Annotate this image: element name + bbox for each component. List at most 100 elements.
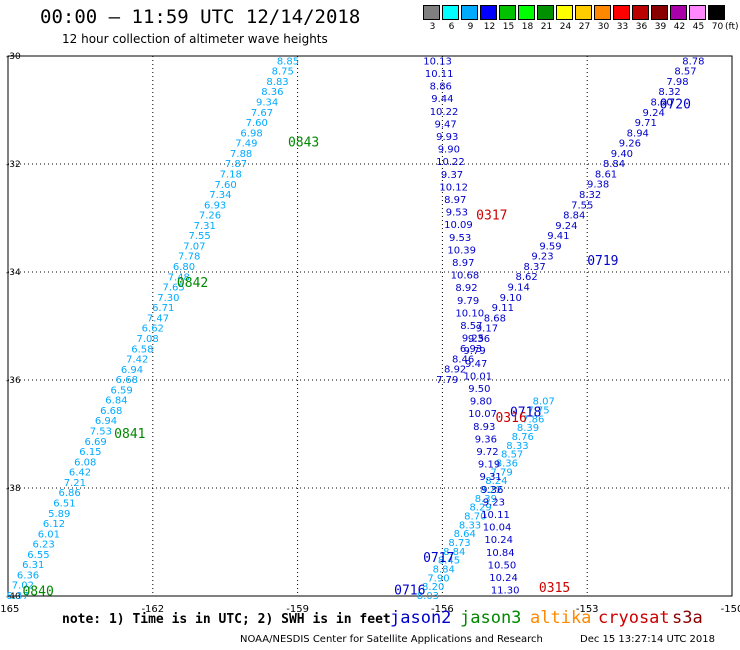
wave-height-value: 7.02	[12, 581, 34, 592]
wave-height-value: 9.44	[431, 94, 453, 105]
colorbar-label: 45	[692, 22, 705, 32]
wave-height-value: 8.84	[433, 564, 455, 575]
colorbar-label: 36	[635, 22, 648, 32]
pass-time-label: 0719	[587, 254, 618, 269]
wave-height-value: 8.92	[455, 283, 477, 294]
colorbar-label: 21	[540, 22, 553, 32]
pass-time-label: 0717	[423, 551, 454, 566]
wave-height-value: 10.22	[430, 107, 459, 118]
colorbar-swatch	[613, 5, 630, 20]
wave-height-value: 7.79	[436, 375, 458, 386]
wave-height-value: 8.32	[658, 87, 680, 98]
wave-height-value: 10.24	[484, 535, 513, 546]
wave-height-value: 8.36	[261, 87, 283, 98]
colorbar-label: 18	[521, 22, 534, 32]
wave-height-value: 9.34	[256, 98, 278, 109]
wave-height-value: 8.85	[277, 56, 299, 67]
colorbar-swatch	[708, 5, 725, 20]
pass-time-label: 0315	[539, 581, 570, 596]
wave-height-value: 10.13	[423, 56, 452, 67]
wave-height-value: 6.31	[22, 560, 44, 571]
x-tick-label: -162	[141, 604, 164, 615]
wave-height-value: 8.84	[443, 547, 465, 558]
wave-height-value: 9.71	[635, 118, 657, 129]
wave-height-value: 8.45	[438, 556, 460, 567]
colorbar-swatch	[461, 5, 478, 20]
wave-height-value: 6.69	[84, 437, 106, 448]
y-tick-label: -30	[6, 52, 21, 62]
y-tick-label: -34	[6, 268, 21, 278]
wave-height-value: 6.71	[152, 303, 174, 314]
wave-height-value: 8.62	[516, 272, 538, 283]
wave-height-value: 9.41	[547, 231, 569, 242]
wave-height-value: 7.08	[136, 334, 158, 345]
wave-height-value: 10.11	[425, 69, 454, 80]
wave-height-value: 6.94	[121, 365, 143, 376]
wave-height-value: 10.50	[488, 560, 517, 571]
wave-height-value: 10.01	[463, 371, 492, 382]
wave-height-value: 9.23	[531, 252, 553, 263]
wave-height-value: 9.14	[508, 283, 530, 294]
wave-height-value: 6.84	[105, 396, 127, 407]
legend-cryosat: cryosat	[598, 608, 670, 628]
wave-height-value: 8.57	[460, 321, 482, 332]
wave-height-value: 8.84	[563, 211, 585, 222]
wave-height-value: 8.70	[464, 511, 486, 522]
colorbar-swatch	[499, 5, 516, 20]
colorbar-swatch	[594, 5, 611, 20]
x-tick-label: -150	[721, 604, 740, 615]
wave-height-value: 8.76	[512, 432, 534, 443]
x-tick-label: -159	[286, 604, 309, 615]
legend-jason2: jason2	[390, 608, 452, 628]
colorbar-swatch	[423, 5, 440, 20]
colorbar-swatch	[537, 5, 554, 20]
wave-height-value: 7.31	[194, 221, 216, 232]
wave-height-value: 9.36	[468, 334, 490, 345]
wave-height-value: 7.48	[168, 272, 190, 283]
colorbar-label: 3	[429, 22, 436, 32]
wave-height-value: 7.42	[126, 355, 148, 366]
wave-height-value: 7.26	[199, 211, 221, 222]
wave-height-value: 8.75	[272, 67, 294, 78]
wave-height-value: 9.93	[436, 132, 458, 143]
wave-height-value: 8.97	[444, 195, 466, 206]
colorbar-swatch	[556, 5, 573, 20]
wave-height-value: 9.31	[480, 472, 502, 483]
wave-height-value: 8.37	[523, 262, 545, 273]
wave-height-value: 11.30	[491, 586, 520, 597]
wave-height-value: 10.22	[436, 157, 465, 168]
wave-height-value: 7.07	[183, 241, 205, 252]
colorbar-label: 27	[578, 22, 591, 32]
wave-height-value: 6.08	[74, 457, 96, 468]
legend-s3a: s3a	[672, 608, 703, 628]
wave-height-value: 10.09	[444, 220, 473, 231]
colorbar-swatch	[575, 5, 592, 20]
wave-height-value: 8.61	[595, 169, 617, 180]
wave-height-value: 6.36	[17, 570, 39, 581]
wave-height-value: 8.92	[444, 365, 466, 376]
credit-line: NOAA/NESDIS Center for Satellite Applica…	[240, 634, 543, 645]
wave-height-value: 10.12	[439, 182, 468, 193]
generation-timestamp: Dec 15 13:27:14 UTC 2018	[580, 634, 715, 645]
wave-height-value: 7.53	[90, 427, 112, 438]
wave-height-value: 8.84	[603, 159, 625, 170]
wave-height-value: 6.86	[59, 488, 81, 499]
legend-altika: altika	[530, 608, 592, 628]
page-subtitle: 12 hour collection of altimeter wave hei…	[62, 32, 328, 46]
wave-height-value: 6.01	[38, 529, 60, 540]
colorbar-swatch	[480, 5, 497, 20]
wave-height-value: 8.64	[454, 529, 476, 540]
wave-height-value: 7.60	[246, 118, 268, 129]
wave-height-value: 8.33	[459, 520, 481, 531]
wave-height-value: 9.72	[476, 447, 498, 458]
wave-height-value: 8.07	[533, 397, 555, 408]
colorbar-label: 6	[448, 22, 455, 32]
wave-height-value: 8.39	[475, 494, 497, 505]
wave-height-value: 6.68	[116, 375, 138, 386]
wave-height-value: 7.79	[491, 467, 513, 478]
colorbar-label: 33	[616, 22, 629, 32]
wave-height-value: 10.04	[483, 523, 512, 534]
wave-height-value: 6.59	[110, 385, 132, 396]
wave-height-value: 8.03	[417, 591, 439, 602]
wave-height-value: 7.60	[214, 180, 236, 191]
